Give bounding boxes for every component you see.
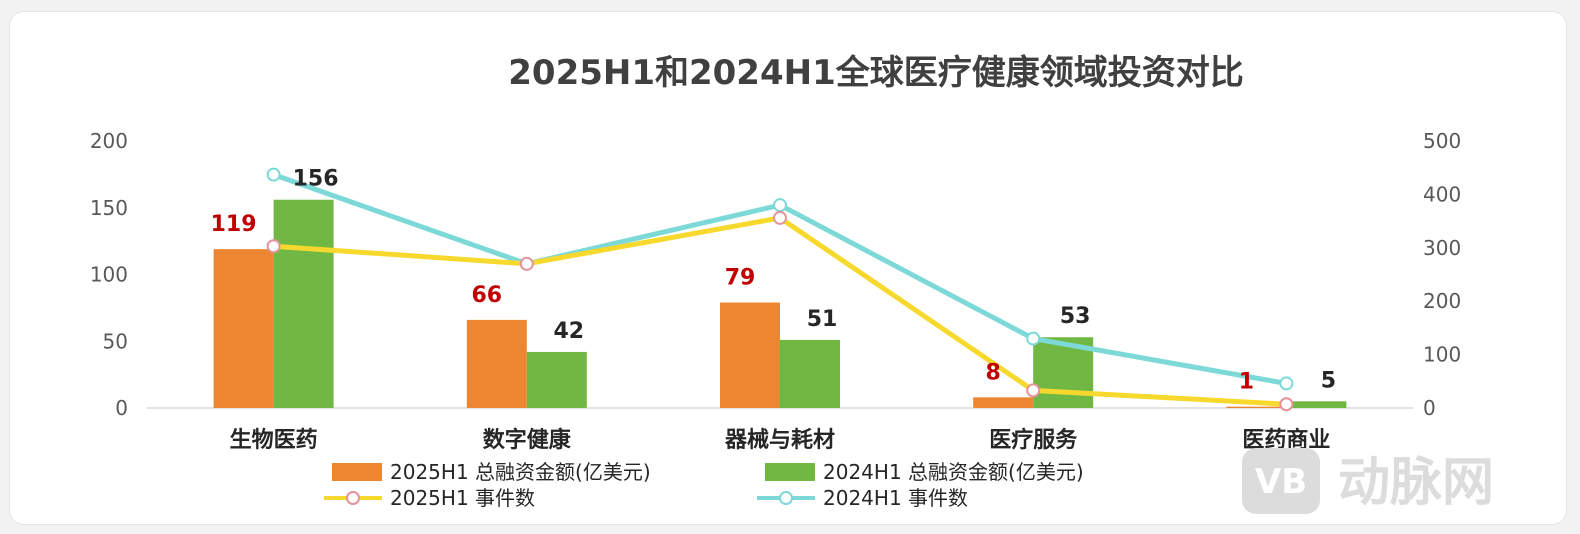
legend-label: 2025H1 事件数 — [390, 486, 535, 510]
data-label-2025h1: 119 — [211, 212, 257, 237]
data-label-2024h1: 42 — [553, 319, 584, 344]
category-labels: 生物医药 数字健康 器械与耗材 医疗服务 医药商业 — [230, 427, 1331, 453]
data-label-2024h1: 156 — [293, 167, 339, 192]
marker-2024h1-events — [1026, 331, 1041, 346]
legend-swatch — [332, 463, 382, 481]
legend-label: 2024H1 总融资金额(亿美元) — [823, 460, 1084, 484]
legend-swatch — [765, 463, 815, 481]
marker-2025h1-events — [266, 239, 281, 254]
marker-2025h1-events — [1279, 397, 1294, 412]
right-tick-label: 300 — [1423, 236, 1461, 260]
marker-2024h1-events — [266, 167, 281, 182]
data-label-2024h1: 51 — [807, 307, 838, 332]
watermark-text: 动脉网 — [1338, 453, 1494, 513]
right-tick-label: 200 — [1423, 289, 1461, 313]
bar-series — [213, 199, 1347, 408]
category-label: 数字健康 — [483, 427, 572, 453]
bar-data-labels: 119 66 79 8 1 156 42 51 53 5 — [211, 167, 1336, 395]
data-label-2024h1: 5 — [1321, 368, 1336, 393]
category-label: 器械与耗材 — [724, 427, 835, 453]
bar-2025h1 — [1226, 406, 1287, 408]
chart-title: 2025H1和2024H1全球医疗健康领域投资对比 — [508, 53, 1243, 93]
bar-2024h1 — [526, 351, 587, 408]
right-tick-label: 100 — [1423, 343, 1461, 367]
line-series — [266, 167, 1294, 412]
data-label-2025h1: 79 — [725, 266, 756, 291]
marker-2025h1-events — [773, 210, 787, 225]
chart-card: 2025H1和2024H1全球医疗健康领域投资对比 0 50 100 150 200 0… — [10, 12, 1566, 524]
legend-marker — [346, 491, 360, 505]
right-axis-ticks: 0 100 200 300 400 500 — [1423, 129, 1461, 420]
data-label-2025h1: 1 — [1239, 370, 1254, 395]
bar-2025h1 — [466, 319, 527, 408]
marker-2024h1-events — [773, 198, 787, 213]
bar-2024h1 — [273, 199, 334, 408]
watermark-logo-icon — [1242, 448, 1320, 514]
left-axis-ticks: 0 50 100 150 200 — [90, 129, 128, 420]
legend-marker — [779, 491, 793, 505]
watermark: VB 动脉网 — [1242, 448, 1494, 514]
right-tick-label: 500 — [1423, 129, 1461, 153]
left-tick-label: 50 — [103, 329, 128, 353]
right-tick-label: 400 — [1423, 182, 1461, 206]
data-label-2025h1: 8 — [986, 360, 1001, 385]
data-label-2025h1: 66 — [471, 283, 502, 308]
left-tick-label: 200 — [90, 129, 128, 153]
bar-2024h1 — [780, 339, 840, 408]
category-label: 医疗服务 — [989, 427, 1078, 453]
right-tick-label: 0 — [1423, 396, 1436, 420]
bar-2025h1 — [720, 302, 780, 408]
bar-2024h1 — [1286, 401, 1347, 408]
data-label-2024h1: 53 — [1060, 304, 1091, 329]
legend: 2025H1 总融资金额(亿美元) 2024H1 总融资金额(亿美元) 2025H1… — [324, 460, 1084, 510]
marker-2025h1-events — [519, 256, 534, 271]
left-tick-label: 0 — [115, 396, 128, 420]
watermark-logo-text: VB — [1255, 462, 1307, 502]
bar-2025h1 — [213, 249, 274, 408]
marker-2025h1-events — [1026, 383, 1041, 398]
legend-label: 2024H1 事件数 — [823, 486, 968, 510]
marker-2024h1-events — [1279, 376, 1294, 391]
left-tick-label: 150 — [90, 196, 128, 220]
legend-label: 2025H1 总融资金额(亿美元) — [390, 460, 651, 484]
left-tick-label: 100 — [90, 263, 128, 287]
bar-2025h1 — [973, 397, 1034, 408]
category-label: 生物医药 — [230, 427, 318, 453]
